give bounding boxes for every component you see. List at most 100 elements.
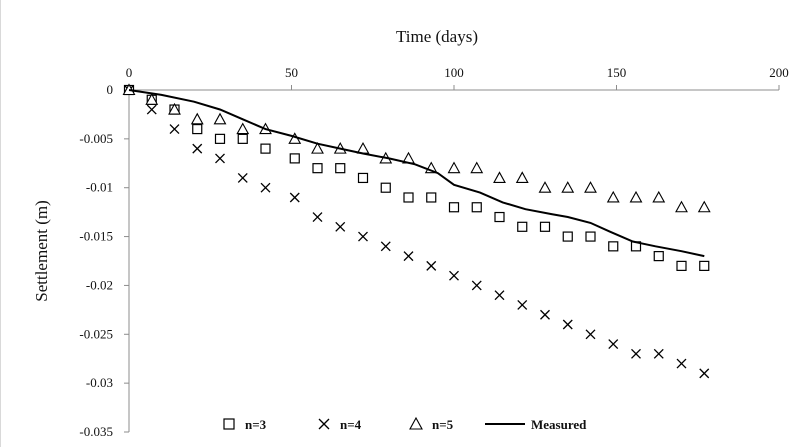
legend-label-n-4: n=4 xyxy=(340,417,362,432)
point-n-3-shape xyxy=(357,172,369,184)
x-tick-label: 150 xyxy=(607,65,627,80)
point-n-4 xyxy=(676,358,687,369)
point-n-5-shape xyxy=(629,190,643,203)
point-n-4 xyxy=(562,319,573,330)
point-n-3 xyxy=(335,163,346,174)
point-n-5-shape xyxy=(675,200,688,213)
y-tick-label: -0.025 xyxy=(79,326,113,341)
point-n-4 xyxy=(699,368,710,379)
point-n-4 xyxy=(403,251,414,262)
point-n-4-stroke-b xyxy=(699,368,710,379)
point-n-5-shape xyxy=(652,190,666,203)
x-tick-label: 100 xyxy=(444,65,464,80)
point-n-3-shape xyxy=(403,192,414,203)
point-n-3 xyxy=(214,133,226,144)
point-n-3 xyxy=(676,260,687,271)
point-n-3-shape xyxy=(380,182,391,193)
point-n-4 xyxy=(312,212,323,222)
point-n-3 xyxy=(312,163,323,174)
point-n-4-stroke-b xyxy=(608,339,619,350)
point-n-4 xyxy=(449,270,459,281)
point-n-5 xyxy=(470,161,484,174)
point-n-4-stroke-b xyxy=(562,319,573,330)
point-n-4-stroke-b xyxy=(192,143,203,154)
legend-marker-n-3-shape xyxy=(223,418,235,430)
point-n-4 xyxy=(540,309,550,320)
point-n-4 xyxy=(169,124,180,135)
legend-item-n-5: n=5 xyxy=(409,416,454,432)
point-n-5-shape xyxy=(538,181,552,193)
point-n-3 xyxy=(471,202,482,213)
legend-label-n-3: n=3 xyxy=(245,417,267,432)
series-n-5 xyxy=(122,83,711,213)
point-n-5 xyxy=(447,161,461,174)
point-n-4 xyxy=(631,348,641,359)
point-n-3 xyxy=(403,192,414,203)
point-n-3 xyxy=(494,211,505,223)
point-n-3 xyxy=(426,192,437,203)
point-n-3 xyxy=(448,202,460,213)
point-n-5-shape xyxy=(561,181,575,193)
y-tick-label: -0.005 xyxy=(79,131,113,146)
point-n-3-shape xyxy=(426,192,437,203)
point-n-4 xyxy=(517,300,528,310)
legend-label-measured: Measured xyxy=(531,417,587,432)
point-n-3 xyxy=(380,182,391,193)
y-tick-label: -0.035 xyxy=(79,424,113,439)
point-n-3-shape xyxy=(585,231,596,242)
point-n-4-stroke-b xyxy=(312,212,323,222)
legend-marker-n-5 xyxy=(409,416,423,430)
point-n-4 xyxy=(471,280,482,291)
y-tick-label: -0.01 xyxy=(86,180,113,195)
legend: n=3 n=4 n=5 Measured xyxy=(223,416,587,432)
point-n-3-shape xyxy=(699,260,710,271)
point-n-3 xyxy=(585,231,596,242)
point-n-4-stroke-b xyxy=(380,241,391,252)
y-tick-label: -0.02 xyxy=(86,277,113,292)
point-n-5 xyxy=(236,122,250,135)
point-n-4-stroke-b xyxy=(237,172,248,183)
point-n-4 xyxy=(260,182,271,193)
legend-marker-n-4-stroke-b xyxy=(318,418,330,430)
point-n-3-shape xyxy=(214,133,226,144)
x-tick-label: 50 xyxy=(285,65,298,80)
measured-line xyxy=(128,89,705,258)
point-n-3-shape xyxy=(192,123,203,135)
point-n-5-shape xyxy=(447,161,461,174)
point-n-5 xyxy=(652,190,666,203)
point-n-4 xyxy=(494,290,505,301)
point-n-4-stroke-b xyxy=(676,358,687,369)
point-n-5 xyxy=(190,112,204,125)
legend-item-n-3: n=3 xyxy=(223,417,267,432)
point-n-5-shape xyxy=(515,171,529,183)
point-n-4 xyxy=(237,172,248,183)
point-n-5-shape xyxy=(168,102,181,115)
point-n-5 xyxy=(697,200,711,213)
point-n-4-stroke-b xyxy=(289,192,300,203)
point-n-5 xyxy=(629,190,643,203)
axes-layer: 0 50 100 150 200 0 -0.005 -0.01 -0.015 -0.02 -0.02… xyxy=(32,27,789,439)
point-n-5-shape xyxy=(606,190,620,203)
y-axis-title: Settlement (m) xyxy=(32,200,51,302)
point-n-5-shape xyxy=(493,171,506,183)
point-n-4 xyxy=(585,329,596,340)
point-n-5-shape xyxy=(236,122,250,135)
point-n-3 xyxy=(192,123,203,135)
point-n-4 xyxy=(215,153,225,164)
point-n-5-shape xyxy=(584,181,597,193)
point-n-3 xyxy=(539,221,551,232)
point-n-3 xyxy=(699,260,710,271)
point-n-4-stroke-b xyxy=(426,260,437,271)
series-measured xyxy=(128,89,705,258)
point-n-3-shape xyxy=(676,260,687,271)
point-n-3 xyxy=(357,172,369,184)
point-n-4-stroke-b xyxy=(215,153,225,164)
point-n-3 xyxy=(653,251,664,262)
legend-item-measured: Measured xyxy=(485,417,587,432)
point-n-3 xyxy=(237,133,248,144)
point-n-3-shape xyxy=(289,153,300,164)
point-n-3-shape xyxy=(312,163,323,174)
point-n-5 xyxy=(145,93,159,105)
